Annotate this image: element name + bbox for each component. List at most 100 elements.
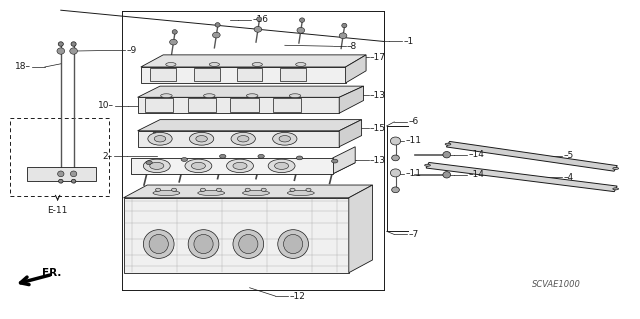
Ellipse shape bbox=[170, 39, 177, 45]
Ellipse shape bbox=[392, 187, 399, 193]
Ellipse shape bbox=[390, 169, 401, 177]
Text: –13: –13 bbox=[370, 156, 386, 165]
Text: –5: –5 bbox=[563, 151, 573, 160]
Polygon shape bbox=[194, 68, 220, 81]
Ellipse shape bbox=[148, 132, 172, 145]
Polygon shape bbox=[131, 163, 355, 174]
Ellipse shape bbox=[161, 94, 172, 98]
Polygon shape bbox=[346, 55, 366, 83]
Ellipse shape bbox=[146, 161, 152, 165]
Ellipse shape bbox=[243, 190, 269, 196]
Polygon shape bbox=[138, 131, 339, 147]
Ellipse shape bbox=[59, 179, 63, 183]
Polygon shape bbox=[138, 97, 339, 113]
Polygon shape bbox=[141, 55, 366, 67]
Text: –17: –17 bbox=[370, 53, 386, 62]
Ellipse shape bbox=[287, 190, 314, 196]
Bar bbox=[10, 118, 109, 196]
Text: –8: –8 bbox=[347, 42, 357, 51]
Ellipse shape bbox=[181, 158, 188, 161]
Polygon shape bbox=[273, 98, 301, 112]
Ellipse shape bbox=[143, 230, 174, 258]
Ellipse shape bbox=[443, 152, 451, 158]
Polygon shape bbox=[446, 141, 618, 171]
Ellipse shape bbox=[392, 155, 399, 161]
Polygon shape bbox=[349, 185, 372, 273]
Polygon shape bbox=[131, 158, 333, 174]
Ellipse shape bbox=[191, 162, 205, 169]
Ellipse shape bbox=[445, 143, 451, 145]
Ellipse shape bbox=[284, 234, 303, 254]
Text: 3–: 3– bbox=[152, 132, 162, 141]
Text: 10–: 10– bbox=[98, 101, 114, 110]
Ellipse shape bbox=[233, 230, 264, 258]
Ellipse shape bbox=[209, 63, 220, 66]
Ellipse shape bbox=[339, 33, 347, 39]
Polygon shape bbox=[124, 185, 372, 198]
Text: –14: –14 bbox=[468, 170, 484, 179]
Ellipse shape bbox=[275, 162, 289, 169]
Text: SCVAE1000: SCVAE1000 bbox=[532, 280, 581, 289]
Ellipse shape bbox=[258, 154, 264, 158]
Text: FR.: FR. bbox=[42, 268, 61, 278]
Polygon shape bbox=[150, 68, 176, 81]
Ellipse shape bbox=[297, 27, 305, 33]
Ellipse shape bbox=[268, 159, 295, 173]
Polygon shape bbox=[27, 167, 96, 181]
Ellipse shape bbox=[185, 159, 212, 173]
Ellipse shape bbox=[188, 230, 219, 258]
Ellipse shape bbox=[227, 159, 253, 173]
Polygon shape bbox=[339, 86, 364, 113]
Ellipse shape bbox=[290, 188, 295, 191]
Polygon shape bbox=[237, 68, 262, 81]
Text: –16: –16 bbox=[252, 15, 268, 24]
Ellipse shape bbox=[245, 188, 250, 191]
Ellipse shape bbox=[425, 164, 431, 166]
Ellipse shape bbox=[71, 42, 76, 46]
Ellipse shape bbox=[257, 17, 262, 21]
Ellipse shape bbox=[254, 26, 262, 32]
Ellipse shape bbox=[172, 30, 177, 34]
Ellipse shape bbox=[216, 188, 221, 191]
Ellipse shape bbox=[196, 136, 207, 142]
Ellipse shape bbox=[296, 63, 306, 66]
Text: 18–: 18– bbox=[15, 63, 31, 71]
Ellipse shape bbox=[58, 42, 63, 46]
Ellipse shape bbox=[172, 188, 177, 191]
Ellipse shape bbox=[342, 23, 347, 28]
Polygon shape bbox=[141, 67, 346, 83]
Ellipse shape bbox=[261, 188, 266, 191]
Ellipse shape bbox=[613, 167, 618, 169]
Ellipse shape bbox=[390, 137, 401, 145]
Ellipse shape bbox=[246, 94, 258, 98]
Text: –4: –4 bbox=[563, 173, 573, 182]
Ellipse shape bbox=[166, 63, 176, 66]
Text: –6: –6 bbox=[408, 117, 419, 126]
Ellipse shape bbox=[296, 156, 303, 160]
Ellipse shape bbox=[215, 23, 220, 27]
Ellipse shape bbox=[72, 179, 76, 183]
Ellipse shape bbox=[57, 48, 65, 54]
Polygon shape bbox=[333, 147, 355, 174]
Ellipse shape bbox=[332, 159, 338, 163]
Text: –7: –7 bbox=[408, 230, 419, 239]
Polygon shape bbox=[138, 86, 364, 97]
Ellipse shape bbox=[212, 32, 220, 38]
Ellipse shape bbox=[198, 190, 225, 196]
Polygon shape bbox=[426, 162, 617, 192]
Ellipse shape bbox=[443, 172, 451, 178]
Polygon shape bbox=[124, 198, 349, 273]
Ellipse shape bbox=[231, 132, 255, 145]
Text: –14: –14 bbox=[468, 150, 484, 159]
Ellipse shape bbox=[153, 190, 180, 196]
Polygon shape bbox=[145, 98, 173, 112]
Polygon shape bbox=[138, 120, 362, 131]
Text: –12: –12 bbox=[289, 292, 305, 300]
Ellipse shape bbox=[58, 171, 64, 177]
Text: 2–: 2– bbox=[102, 152, 113, 161]
Ellipse shape bbox=[300, 18, 305, 22]
Ellipse shape bbox=[220, 154, 226, 158]
Ellipse shape bbox=[154, 136, 166, 142]
Ellipse shape bbox=[200, 188, 205, 191]
Ellipse shape bbox=[70, 48, 77, 54]
